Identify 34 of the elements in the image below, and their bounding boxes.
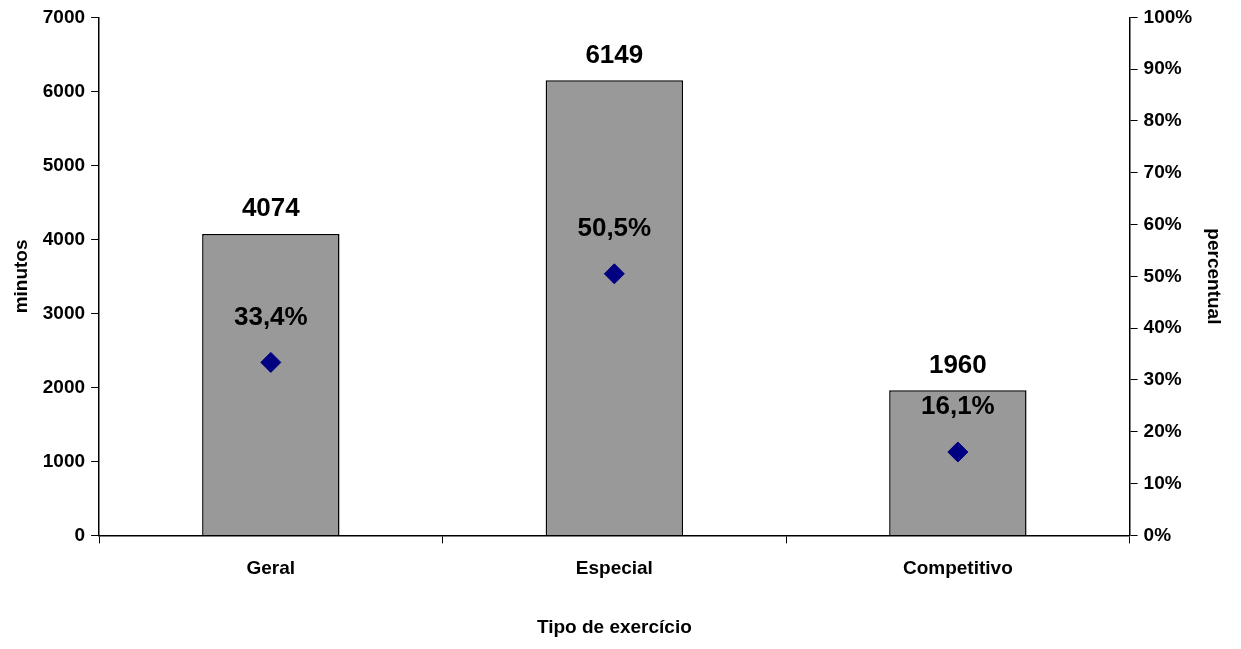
y-tick-label: 0 [74,523,86,545]
data-label: 33,4% [233,300,308,331]
y2-tick-label: 10% [1143,471,1182,493]
y-tick-label: 3000 [42,301,86,323]
y-tick-label: 7000 [42,5,86,27]
y2-tick-label: 30% [1143,368,1182,390]
point [603,263,625,285]
y-axis-title: minutos [9,239,31,314]
x-tick-label: Especial [575,557,653,579]
y2-tick-label: 90% [1143,57,1182,79]
y-tick-label: 2000 [42,375,86,397]
y2-tick-label: 70% [1143,161,1182,183]
y2-tick-label: 0% [1143,523,1172,545]
y2-axis-title: percentual [1204,228,1226,325]
y2-tick-label: 50% [1143,264,1182,286]
point [260,351,282,373]
data-label: 6149 [585,38,644,69]
y2-tick-label: 20% [1143,420,1182,442]
y2-tick-label: 80% [1143,109,1182,131]
x-tick-label: Geral [246,557,296,579]
data-label: 1960 [928,348,987,379]
x-axis-title: Tipo de exercício [536,615,692,637]
data-label: 16,1% [920,390,995,421]
y2-tick-label: 60% [1143,212,1182,234]
x-tick-label: Competitivo [902,557,1013,579]
y-tick-label: 4000 [42,227,86,249]
y2-tick-label: 40% [1143,316,1182,338]
y-tick-label: 5000 [42,153,86,175]
y-tick-label: 1000 [42,449,86,471]
y2-tick-label: 100% [1143,5,1193,27]
y-tick-label: 6000 [42,79,86,101]
data-label: 50,5% [577,211,652,242]
point [947,441,969,463]
data-label: 4074 [241,192,301,223]
